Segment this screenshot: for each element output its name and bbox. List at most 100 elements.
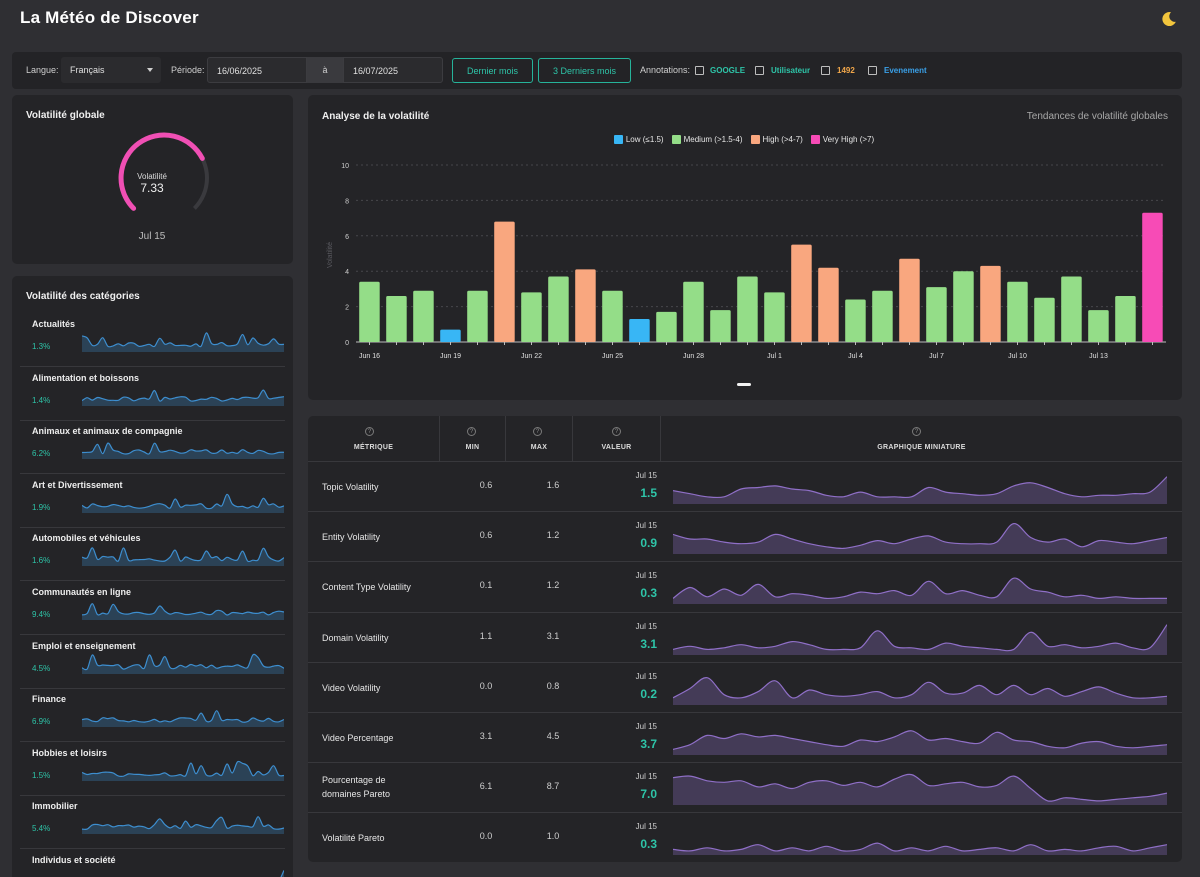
category-item[interactable]: Hobbies et loisirs 1.5% bbox=[20, 743, 285, 796]
table-row[interactable]: Volatilité Pareto 0.0 1.0 Jul 15 0.3 bbox=[308, 812, 1182, 862]
metric-date: Jul 15 bbox=[635, 471, 657, 480]
moon-icon[interactable] bbox=[1160, 10, 1178, 28]
chart-bar bbox=[737, 276, 758, 342]
app-header: La Météo de Discover bbox=[0, 0, 1200, 40]
annotation-1492-label: 1492 bbox=[837, 66, 855, 75]
header-min-label: MIN bbox=[465, 444, 480, 451]
legend-item-very-high[interactable]: Very High (>7) bbox=[810, 135, 874, 144]
sparkline-area bbox=[673, 843, 1167, 856]
last-month-button[interactable]: Dernier mois bbox=[452, 58, 533, 83]
header-value-label: VALEUR bbox=[601, 444, 632, 451]
sparkline-line bbox=[82, 760, 284, 777]
gauge-date: Jul 15 bbox=[138, 231, 166, 242]
sparkline-area bbox=[281, 870, 284, 877]
metric-max: 8.7 bbox=[546, 781, 560, 792]
table-row[interactable]: Pourcentage de domaines Pareto 6.1 8.7 Jul … bbox=[308, 762, 1182, 812]
category-item[interactable]: Communautés en ligne 9.4% bbox=[20, 582, 285, 635]
category-item[interactable]: Individus et société bbox=[20, 850, 285, 877]
category-name: Immobilier bbox=[32, 801, 78, 812]
sparkline-line bbox=[673, 623, 1167, 651]
chevron-down-icon bbox=[147, 68, 153, 72]
gauge-label: Volatilité bbox=[137, 172, 167, 181]
table-row[interactable]: Video Volatility 0.0 0.8 Jul 15 0.2 bbox=[308, 661, 1182, 712]
header-max-label: MAX bbox=[530, 444, 548, 451]
y-tick-label: 10 bbox=[341, 163, 349, 170]
legend-item-high[interactable]: High (>4-7) bbox=[750, 135, 803, 144]
category-item[interactable]: Emploi et enseignement 4.5% bbox=[20, 636, 285, 689]
date-from-input[interactable]: 16/06/2025 bbox=[207, 57, 307, 83]
metric-value: 3.7 bbox=[640, 737, 657, 751]
category-item[interactable]: Automobiles et véhicules 1.6% bbox=[20, 528, 285, 582]
table-row[interactable]: Content Type Volatility 0.1 1.2 Jul 15 0.3 bbox=[308, 561, 1182, 611]
help-icon[interactable]: ? bbox=[912, 427, 921, 436]
legend-label-medium: Medium (>1.5-4) bbox=[683, 135, 743, 144]
category-item[interactable]: Actualités 1.3% bbox=[20, 314, 285, 367]
help-icon[interactable]: ? bbox=[365, 427, 374, 436]
metric-min: 1.1 bbox=[479, 630, 493, 641]
annotation-google-checkbox[interactable] bbox=[695, 66, 704, 75]
category-name: Animaux et animaux de compagnie bbox=[32, 426, 183, 437]
header-sparkline-label: GRAPHIQUE MINIATURE bbox=[877, 444, 966, 451]
chart-bar bbox=[926, 287, 947, 342]
legend-item-low[interactable]: Low (≤1.5) bbox=[613, 135, 664, 144]
metric-sparkline bbox=[673, 577, 1167, 605]
annotation-user-checkbox[interactable] bbox=[755, 66, 764, 75]
x-tick-label: Jun 16 bbox=[359, 353, 380, 360]
metric-name: Topic Volatility bbox=[322, 482, 379, 492]
category-name: Individus et société bbox=[32, 855, 116, 865]
sparkline-area bbox=[82, 389, 284, 406]
gauge-arc bbox=[118, 132, 205, 211]
metric-date: Jul 15 bbox=[635, 722, 657, 731]
category-sparkline bbox=[82, 603, 284, 620]
metric-min: 3.1 bbox=[479, 731, 493, 741]
annotation-google-label: GOOGLE bbox=[710, 66, 746, 75]
category-item[interactable]: Immobilier 5.4% bbox=[20, 796, 285, 850]
annotation-event-checkbox[interactable] bbox=[868, 66, 877, 75]
help-icon[interactable]: ? bbox=[467, 427, 476, 436]
category-name: Actualités bbox=[32, 319, 76, 329]
category-item[interactable]: Animaux et animaux de compagnie 6.2% bbox=[20, 421, 285, 475]
date-to-input[interactable]: 16/07/2025 bbox=[343, 57, 443, 83]
chart-bar bbox=[1088, 310, 1109, 342]
table-row[interactable]: Entity Volatility 0.6 1.2 Jul 15 0.9 bbox=[308, 511, 1182, 561]
category-sparkline bbox=[82, 332, 284, 352]
category-sparkline bbox=[82, 653, 284, 674]
header-metric-label: MÉTRIQUE bbox=[353, 444, 394, 451]
table-row[interactable]: Domain Volatility 1.1 3.1 Jul 15 3.1 bbox=[308, 611, 1182, 662]
category-item[interactable]: Finance 6.9% bbox=[20, 689, 285, 743]
x-tick-label: Jul 13 bbox=[1089, 353, 1108, 360]
chart-bar bbox=[1061, 276, 1082, 342]
chart-bar bbox=[386, 296, 407, 342]
annotation-1492-checkbox[interactable] bbox=[821, 66, 830, 75]
category-name: Art et Divertissement bbox=[32, 479, 123, 490]
chart-bar bbox=[899, 258, 920, 342]
metrics-table: ? MÉTRIQUE ? MIN ? MAX ? VALEUR ? GRAPHI… bbox=[308, 416, 1182, 862]
category-item[interactable]: Alimentation et boissons 1.4% bbox=[20, 368, 285, 421]
legend-item-medium[interactable]: Medium (>1.5-4) bbox=[671, 135, 743, 144]
language-select[interactable]: Français bbox=[61, 57, 161, 83]
help-icon[interactable]: ? bbox=[533, 427, 542, 436]
legend-label-high: High (>4-7) bbox=[762, 135, 803, 144]
category-sparkline bbox=[82, 442, 284, 460]
x-tick-label: Jul 1 bbox=[767, 353, 782, 360]
help-icon[interactable]: ? bbox=[612, 427, 621, 436]
table-row[interactable]: Topic Volatility 0.6 1.6 Jul 15 1.5 bbox=[308, 461, 1182, 511]
category-name: Hobbies et loisirs bbox=[32, 747, 108, 758]
sparkline-line bbox=[673, 773, 1167, 802]
legend-swatch-high bbox=[750, 135, 760, 144]
chart-bar bbox=[359, 281, 380, 342]
metric-sparkline bbox=[673, 476, 1167, 504]
category-item[interactable]: Art et Divertissement 1.9% bbox=[20, 475, 285, 528]
last-3-months-button[interactable]: 3 Derniers mois bbox=[538, 58, 631, 83]
sparkline-area bbox=[82, 653, 284, 674]
table-row[interactable]: Video Percentage 3.1 4.5 Jul 15 3.7 bbox=[308, 712, 1182, 762]
sparkline-line bbox=[673, 676, 1167, 699]
sparkline-area bbox=[82, 494, 284, 513]
chart-bar bbox=[845, 299, 866, 342]
date-separator: à bbox=[307, 57, 343, 83]
sparkline-line bbox=[673, 476, 1167, 499]
carousel-indicator[interactable] bbox=[737, 383, 751, 386]
category-percent: 1.3% bbox=[32, 342, 51, 351]
chart-bar bbox=[764, 292, 785, 342]
metric-min: 0.0 bbox=[479, 831, 493, 842]
